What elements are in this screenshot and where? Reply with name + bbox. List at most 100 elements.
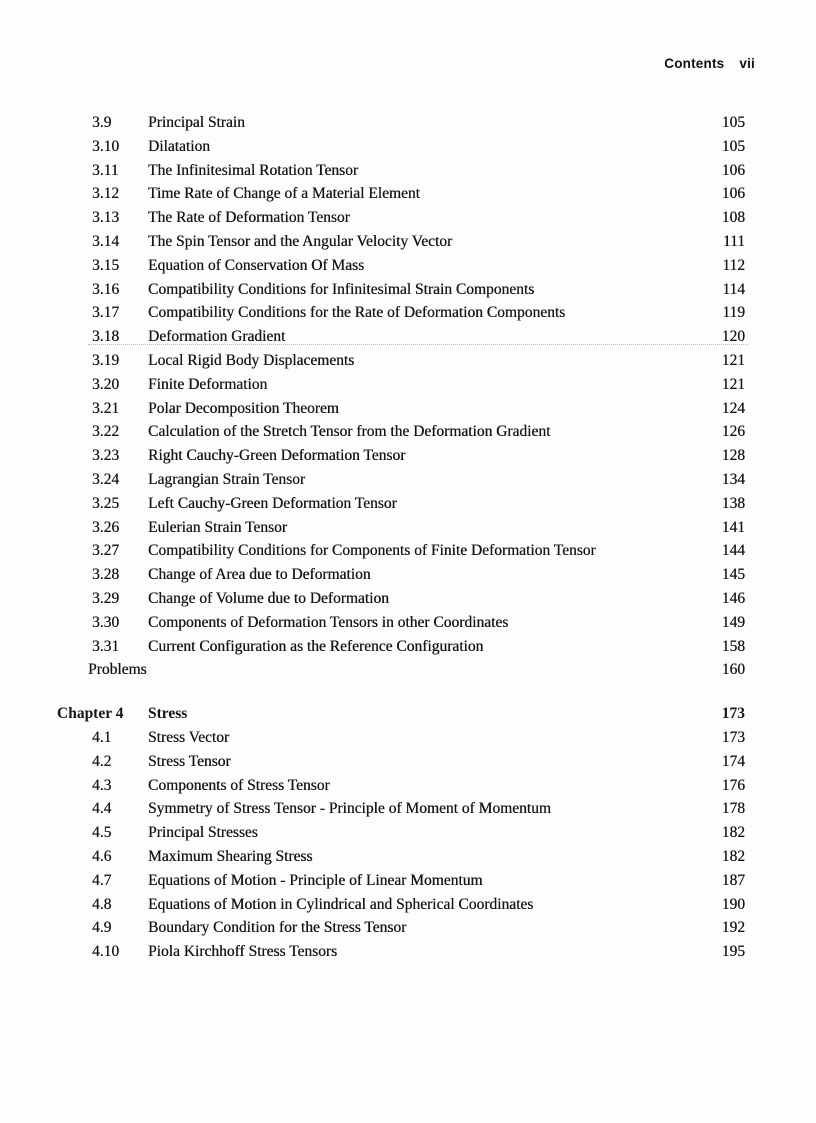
section-number: 4.1 (92, 728, 112, 746)
section-number: 3.30 (92, 613, 120, 631)
section-title: Stress Tensor (148, 752, 231, 770)
section-number: 3.19 (92, 351, 120, 369)
section-page-number: 146 (721, 589, 745, 607)
section-title: Maximum Shearing Stress (148, 847, 313, 865)
section-page-number: 178 (721, 800, 745, 818)
section-page-number: 114 (722, 280, 745, 298)
section-number: 3.14 (92, 232, 120, 250)
table-of-contents: 3.9 Principal Strain 105 3.10 Dilatation… (0, 111, 816, 964)
section-page-number: 106 (721, 185, 745, 203)
section-page-number: 141 (721, 518, 745, 536)
toc-row: 3.31 Current Configuration as the Refere… (0, 635, 816, 659)
section-number: 3.12 (92, 185, 120, 203)
section-title: Change of Area due to Deformation (148, 566, 371, 584)
toc-row: 3.16 Compatibility Conditions for Infini… (0, 278, 816, 302)
section-title: Change of Volume due to Deformation (148, 589, 389, 607)
section-page-number: 134 (721, 470, 745, 488)
section-page-number: 145 (721, 566, 745, 584)
section-number: 4.4 (92, 800, 112, 818)
section-page-number: 182 (721, 847, 745, 865)
toc-row: 3.14 The Spin Tensor and the Angular Vel… (0, 230, 816, 254)
toc-row: 3.30 Components of Deformation Tensors i… (0, 611, 816, 635)
section-title: The Infinitesimal Rotation Tensor (148, 161, 358, 179)
section-title: Compatibility Conditions for Components … (148, 542, 596, 560)
toc-row: 4.9 Boundary Condition for the Stress Te… (0, 916, 816, 940)
running-head: Contents vii (664, 56, 755, 71)
chapter-label: Chapter 4 (57, 705, 124, 723)
section-title: Calculation of the Stretch Tensor from t… (148, 423, 551, 441)
section-number: 4.9 (92, 919, 112, 937)
section-page-number: 111 (722, 232, 745, 250)
section-title: Compatibility Conditions for Infinitesim… (148, 280, 535, 298)
section-page-number: 174 (721, 752, 745, 770)
section-title: Right Cauchy-Green Deformation Tensor (148, 447, 406, 465)
section-number: 3.21 (92, 399, 120, 417)
toc-row: 3.13 The Rate of Deformation Tensor 108 (0, 206, 816, 230)
section-page-number: 106 (721, 161, 745, 179)
section-page-number: 190 (721, 895, 745, 913)
section-number: 3.29 (92, 589, 120, 607)
section-number: 3.10 (92, 137, 120, 155)
toc-row: 3.12 Time Rate of Change of a Material E… (0, 182, 816, 206)
toc-row: 3.9 Principal Strain 105 (0, 111, 816, 135)
section-title: Left Cauchy-Green Deformation Tensor (148, 494, 397, 512)
section-number: 3.25 (92, 494, 120, 512)
toc-row: 3.20 Finite Deformation 121 (0, 373, 816, 397)
section-number: 3.20 (92, 375, 120, 393)
toc-row: 3.23 Right Cauchy-Green Deformation Tens… (0, 444, 816, 468)
section-number: 4.7 (92, 871, 112, 889)
section-page-number: 108 (721, 209, 745, 227)
section-title: Time Rate of Change of a Material Elemen… (148, 185, 420, 203)
section-page-number: 121 (721, 375, 745, 393)
toc-row: 3.21 Polar Decomposition Theorem 124 (0, 397, 816, 421)
section-title: Lagrangian Strain Tensor (148, 470, 306, 488)
running-head-folio: vii (739, 56, 755, 71)
section-page-number: 138 (721, 494, 745, 512)
section-number: 3.24 (92, 470, 120, 488)
toc-row: 3.26 Eulerian Strain Tensor 141 (0, 516, 816, 540)
section-title: Symmetry of Stress Tensor - Principle of… (148, 800, 551, 818)
toc-row: 3.24 Lagrangian Strain Tensor 134 (0, 468, 816, 492)
section-title: Problems (88, 661, 147, 679)
section-title: Principal Stresses (148, 824, 258, 842)
section-title: Finite Deformation (148, 375, 268, 393)
toc-row: 3.19 Local Rigid Body Displacements 121 (0, 349, 816, 373)
section-number: 4.10 (92, 943, 120, 961)
chapter4-heading: Chapter 4 Stress 173 (0, 702, 816, 726)
section-page-number: 176 (721, 776, 745, 794)
section-title: The Rate of Deformation Tensor (148, 209, 350, 227)
section-number: 3.31 (92, 637, 120, 655)
chapter-page-number: 173 (721, 705, 745, 723)
toc-row: 4.4 Symmetry of Stress Tensor - Principl… (0, 797, 816, 821)
section-page-number: 124 (721, 399, 745, 417)
section-title: Polar Decomposition Theorem (148, 399, 339, 417)
section-number: 3.28 (92, 566, 120, 584)
section-number: 3.13 (92, 209, 120, 227)
section-page-number: 192 (721, 919, 745, 937)
section-number: 3.9 (92, 114, 112, 131)
running-head-title: Contents (664, 56, 725, 71)
toc-row: 3.25 Left Cauchy-Green Deformation Tenso… (0, 492, 816, 516)
section-number: 3.18 (92, 328, 120, 346)
section-page-number: 160 (721, 661, 745, 679)
section-number: 3.11 (92, 161, 119, 179)
section-page-number: 144 (721, 542, 745, 560)
section-number: 3.23 (92, 447, 120, 465)
toc-row: 3.18 Deformation Gradient 120 (0, 325, 816, 349)
section-number: 4.6 (92, 847, 112, 865)
toc-row: 3.10 Dilatation 105 (0, 135, 816, 159)
section-page-number: 182 (721, 824, 745, 842)
toc-row: 4.3 Components of Stress Tensor 176 (0, 774, 816, 798)
toc-row: 3.28 Change of Area due to Deformation 1… (0, 563, 816, 587)
section-page-number: 128 (721, 447, 745, 465)
section-title: Equation of Conservation Of Mass (148, 256, 365, 274)
toc-chapter3-list: 3.9 Principal Strain 105 3.10 Dilatation… (0, 111, 816, 682)
section-page-number: 149 (721, 613, 745, 631)
toc-row: 3.11 The Infinitesimal Rotation Tensor 1… (0, 159, 816, 183)
section-page-number: 105 (721, 137, 745, 155)
section-page-number: 195 (721, 943, 745, 961)
section-title: Principal Strain (148, 114, 245, 131)
toc-row: 3.17 Compatibility Conditions for the Ra… (0, 301, 816, 325)
toc-chapter4-list: 4.1 Stress Vector 173 4.2 Stress Tensor … (0, 726, 816, 964)
